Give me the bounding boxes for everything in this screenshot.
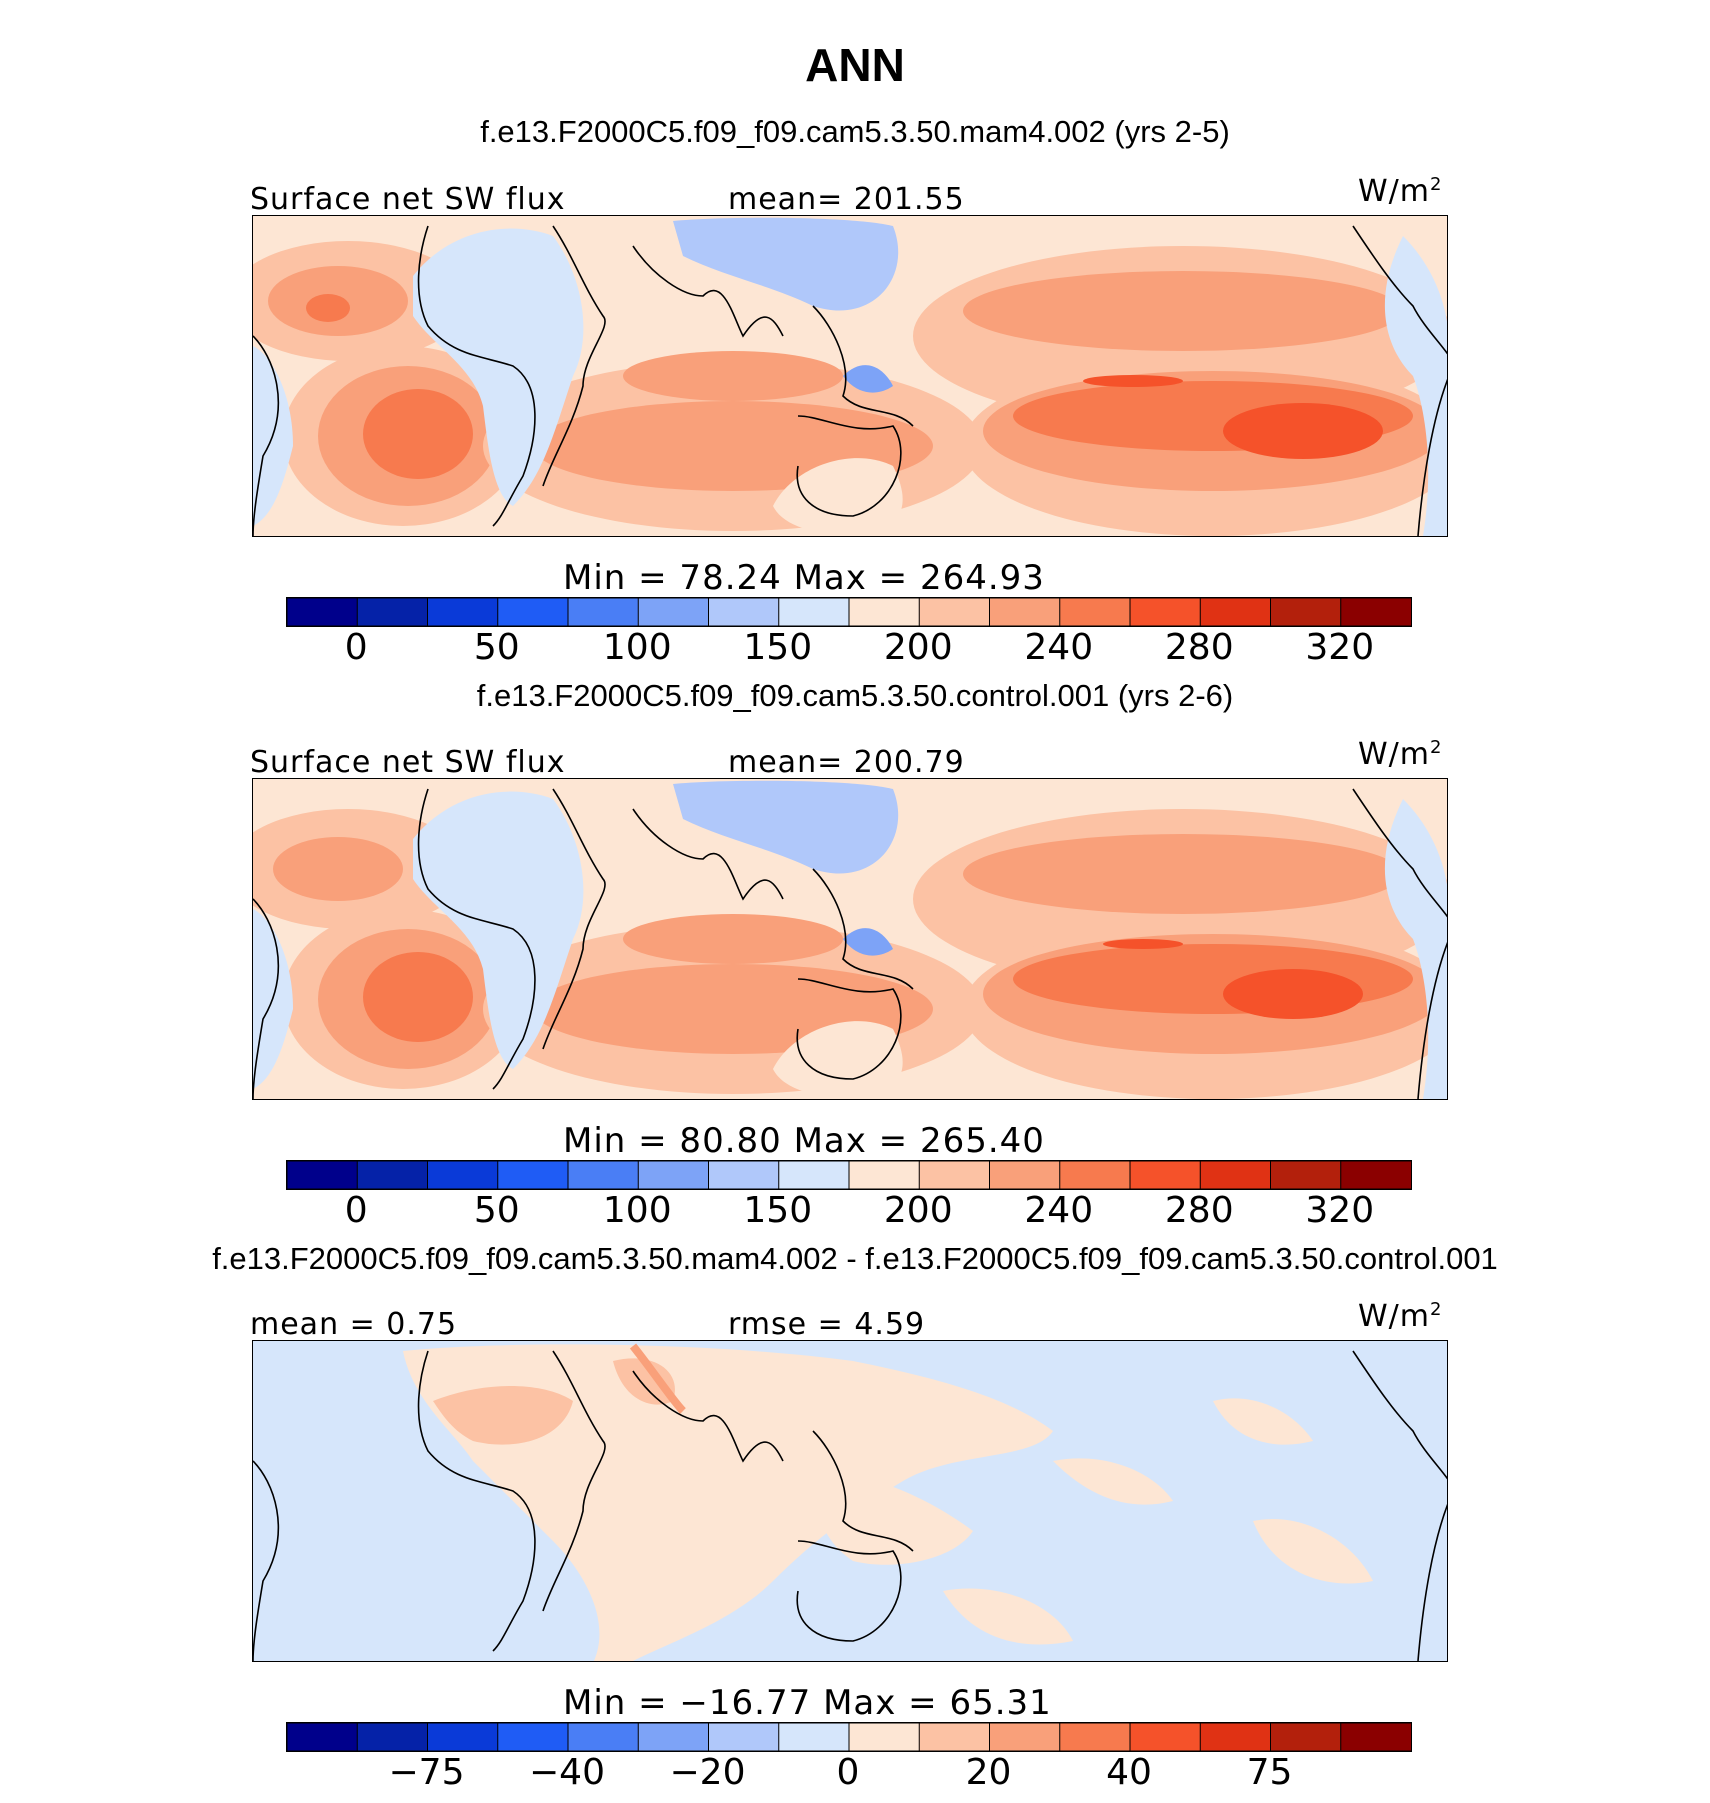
colorbar-tick-label: 40 [1106, 1752, 1152, 1793]
colorbar-tick-label: 280 [1164, 1190, 1234, 1231]
colorbar-swatch-11 [1059, 598, 1131, 626]
colorbar-swatch-15 [1340, 1161, 1411, 1189]
panel-3-colorbar [286, 1722, 1412, 1752]
colorbar-swatch-2 [427, 1161, 499, 1189]
panel-2-variable-label: Surface net SW flux [250, 745, 566, 780]
colorbar-swatch-0 [287, 1161, 359, 1189]
colorbar-swatch-0 [287, 598, 359, 626]
panel-3-mean-label: mean = 0.75 [250, 1307, 458, 1342]
colorbar-swatch-11 [1059, 1161, 1131, 1189]
colorbar-swatch-1 [356, 598, 429, 626]
colorbar-tick-label: 240 [1024, 627, 1094, 668]
colorbar-swatch-5 [637, 598, 710, 626]
colorbar-swatch-3 [497, 598, 569, 626]
panel-1-colorbar-swatches [287, 598, 1411, 626]
colorbar-swatch-3 [497, 1723, 569, 1751]
colorbar-tick-label: 50 [473, 1190, 520, 1231]
colorbar-swatch-9 [918, 1161, 991, 1189]
plot-title: ANN [805, 39, 905, 91]
panel-1-mean-label: mean= 201.55 [728, 182, 965, 217]
colorbar-tick-label: 50 [473, 627, 520, 668]
colorbar-swatch-13 [1199, 1723, 1272, 1751]
colorbar-swatch-6 [708, 1723, 780, 1751]
colorbar-tick-label: −40 [529, 1752, 605, 1793]
colorbar-swatch-7 [778, 1161, 850, 1189]
panel-1-colorbar [286, 597, 1412, 627]
colorbar-tick-label: 200 [883, 1190, 953, 1231]
colorbar-swatch-14 [1270, 1161, 1342, 1189]
panel-2-case-title: f.e13.F2000C5.f09_f09.cam5.3.50.control.… [476, 678, 1234, 713]
panel-2-colorbar [286, 1160, 1412, 1190]
colorbar-tick-label: 200 [883, 627, 953, 668]
colorbar-swatch-1 [356, 1161, 429, 1189]
colorbar-tick-label: 0 [344, 627, 368, 668]
colorbar-swatch-8 [848, 598, 921, 626]
colorbar-swatch-6 [708, 598, 780, 626]
colorbar-tick-label: 0 [344, 1190, 368, 1231]
panel-2-units: W/m2 [1358, 737, 1443, 772]
panel-3-rmse-label: rmse = 4.59 [728, 1307, 926, 1342]
panel-3-case-title: f.e13.F2000C5.f09_f09.cam5.3.50.mam4.002… [212, 1241, 1498, 1276]
colorbar-swatch-5 [637, 1723, 710, 1751]
colorbar-swatch-12 [1129, 598, 1202, 626]
panel-3-colorbar-swatches [287, 1723, 1411, 1751]
panel-2-map [252, 778, 1448, 1100]
colorbar-swatch-6 [708, 1161, 780, 1189]
colorbar-swatch-12 [1129, 1161, 1202, 1189]
colorbar-swatch-5 [637, 1161, 710, 1189]
colorbar-swatch-10 [989, 1723, 1061, 1751]
colorbar-swatch-10 [989, 598, 1061, 626]
colorbar-swatch-11 [1059, 1723, 1131, 1751]
panel-3-map [252, 1340, 1448, 1662]
panel-3-field [253, 1341, 1447, 1661]
colorbar-swatch-13 [1199, 598, 1272, 626]
colorbar-swatch-4 [567, 598, 640, 626]
colorbar-swatch-8 [848, 1161, 921, 1189]
panel-3-units: W/m2 [1358, 1299, 1443, 1334]
colorbar-swatch-9 [918, 598, 991, 626]
panel-1-variable-label: Surface net SW flux [250, 182, 566, 217]
colorbar-swatch-15 [1340, 1723, 1411, 1751]
colorbar-tick-label: −75 [388, 1752, 465, 1793]
colorbar-tick-label: 280 [1164, 627, 1234, 668]
colorbar-swatch-0 [287, 1723, 359, 1751]
colorbar-swatch-7 [778, 598, 850, 626]
colorbar-swatch-10 [989, 1161, 1061, 1189]
colorbar-tick-label: 320 [1305, 1190, 1375, 1231]
colorbar-swatch-8 [848, 1723, 921, 1751]
colorbar-swatch-4 [567, 1161, 640, 1189]
panel-3-minmax: Min = −16.77 Max = 65.31 [563, 1683, 1052, 1723]
colorbar-tick-label: 150 [743, 1190, 813, 1231]
colorbar-swatch-14 [1270, 1723, 1342, 1751]
colorbar-tick-label: −20 [669, 1752, 746, 1793]
colorbar-swatch-1 [356, 1723, 429, 1751]
colorbar-swatch-9 [918, 1723, 991, 1751]
colorbar-swatch-13 [1199, 1161, 1272, 1189]
colorbar-swatch-3 [497, 1161, 569, 1189]
colorbar-tick-label: 100 [602, 627, 672, 668]
panel-1-units: W/m2 [1358, 174, 1443, 209]
panel-1-field [253, 216, 1447, 536]
panel-1-minmax: Min = 78.24 Max = 264.93 [563, 558, 1045, 598]
colorbar-swatch-14 [1270, 598, 1342, 626]
colorbar-tick-label: 320 [1305, 627, 1375, 668]
colorbar-swatch-7 [778, 1723, 850, 1751]
colorbar-tick-label: 75 [1246, 1752, 1293, 1793]
panel-2-field [253, 779, 1447, 1099]
panel-1-map [252, 215, 1448, 537]
panel-1-case-title: f.e13.F2000C5.f09_f09.cam5.3.50.mam4.002… [480, 114, 1230, 149]
colorbar-swatch-15 [1340, 598, 1411, 626]
colorbar-tick-label: 100 [602, 1190, 672, 1231]
panel-2-mean-label: mean= 200.79 [728, 745, 965, 780]
colorbar-tick-label: 150 [743, 627, 813, 668]
colorbar-swatch-12 [1129, 1723, 1202, 1751]
panel-2-minmax: Min = 80.80 Max = 265.40 [563, 1121, 1045, 1161]
panel-2-colorbar-swatches [287, 1161, 1411, 1189]
colorbar-tick-label: 0 [836, 1752, 860, 1793]
colorbar-swatch-2 [427, 1723, 499, 1751]
colorbar-swatch-4 [567, 1723, 640, 1751]
colorbar-tick-label: 20 [965, 1752, 1012, 1793]
colorbar-tick-label: 240 [1024, 1190, 1094, 1231]
colorbar-swatch-2 [427, 598, 499, 626]
